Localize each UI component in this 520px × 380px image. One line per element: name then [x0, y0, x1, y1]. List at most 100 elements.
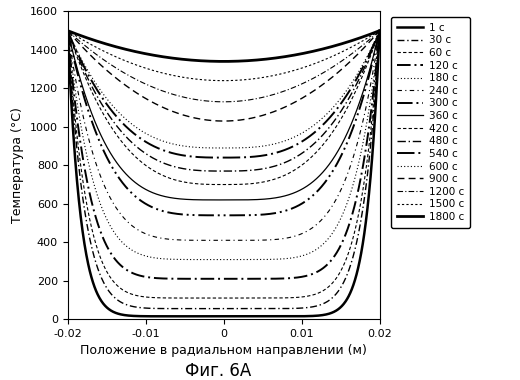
60 с [314, 291, 320, 296]
30 с [96, 271, 102, 276]
1800 с [64, 28, 71, 33]
60 с [219, 296, 226, 300]
360 с [314, 176, 320, 180]
540 с [191, 154, 197, 159]
360 с [279, 194, 285, 199]
Text: Фиг. 6А: Фиг. 6А [185, 362, 252, 380]
120 с [202, 277, 208, 281]
360 с [96, 130, 102, 134]
1500 с [376, 28, 383, 33]
1500 с [314, 60, 320, 65]
1 с [64, 28, 71, 33]
1500 с [279, 71, 285, 76]
240 с [96, 171, 102, 176]
900 с [308, 90, 314, 95]
Line: 480 с: 480 с [68, 31, 380, 171]
120 с [279, 276, 285, 281]
120 с [220, 277, 226, 281]
600 с [279, 139, 285, 144]
240 с [279, 236, 285, 241]
120 с [314, 270, 320, 274]
Line: 120 с: 120 с [68, 31, 380, 279]
480 с [376, 28, 383, 33]
60 с [279, 296, 285, 300]
600 с [220, 146, 227, 150]
1 с [96, 296, 102, 300]
X-axis label: Положение в радиальном направлении (м): Положение в радиальном направлении (м) [80, 345, 367, 358]
420 с [308, 155, 314, 160]
480 с [96, 98, 102, 103]
480 с [220, 169, 227, 173]
900 с [314, 87, 320, 91]
1800 с [96, 40, 102, 44]
1 с [308, 314, 314, 318]
240 с [220, 238, 227, 242]
360 с [308, 181, 314, 185]
300 с [220, 213, 227, 218]
480 с [202, 169, 208, 173]
120 с [191, 277, 197, 281]
540 с [314, 128, 320, 133]
Line: 420 с: 420 с [68, 31, 380, 185]
240 с [191, 238, 197, 242]
1800 с [202, 59, 208, 63]
900 с [64, 28, 71, 33]
180 с [64, 28, 71, 33]
480 с [308, 144, 314, 149]
600 с [64, 28, 71, 33]
420 с [376, 28, 383, 33]
480 с [64, 28, 71, 33]
420 с [314, 149, 320, 154]
1500 с [96, 47, 102, 51]
1800 с [191, 58, 197, 63]
Line: 30 с: 30 с [68, 31, 380, 309]
Line: 300 с: 300 с [68, 31, 380, 215]
1500 с [191, 76, 197, 81]
180 с [220, 257, 227, 262]
30 с [376, 28, 383, 33]
360 с [202, 198, 208, 202]
Line: 1 с: 1 с [68, 31, 380, 316]
300 с [308, 195, 314, 199]
Line: 360 с: 360 с [68, 31, 380, 200]
240 с [64, 28, 71, 33]
300 с [376, 28, 383, 33]
1800 с [308, 49, 314, 54]
600 с [96, 87, 102, 91]
30 с [314, 304, 320, 308]
120 с [96, 226, 102, 231]
360 с [220, 198, 227, 202]
600 с [202, 146, 208, 150]
60 с [64, 28, 71, 33]
360 с [64, 28, 71, 33]
60 с [202, 296, 208, 300]
600 с [314, 121, 320, 125]
240 с [376, 28, 383, 33]
540 с [279, 149, 285, 153]
900 с [220, 119, 227, 124]
180 с [308, 250, 314, 255]
60 с [308, 293, 314, 298]
180 с [314, 247, 320, 252]
180 с [376, 28, 383, 33]
1 с [279, 314, 285, 318]
180 с [202, 257, 208, 262]
300 с [314, 190, 320, 194]
900 с [376, 28, 383, 33]
360 с [191, 198, 197, 202]
Line: 600 с: 600 с [68, 31, 380, 148]
420 с [202, 182, 208, 187]
420 с [96, 105, 102, 109]
1200 с [220, 100, 227, 104]
120 с [376, 28, 383, 33]
Line: 240 с: 240 с [68, 31, 380, 240]
540 с [220, 155, 227, 160]
1800 с [279, 55, 285, 59]
900 с [202, 117, 208, 122]
1800 с [314, 48, 320, 53]
30 с [64, 28, 71, 33]
480 с [279, 162, 285, 166]
900 с [96, 62, 102, 66]
1 с [191, 314, 197, 318]
900 с [279, 106, 285, 111]
